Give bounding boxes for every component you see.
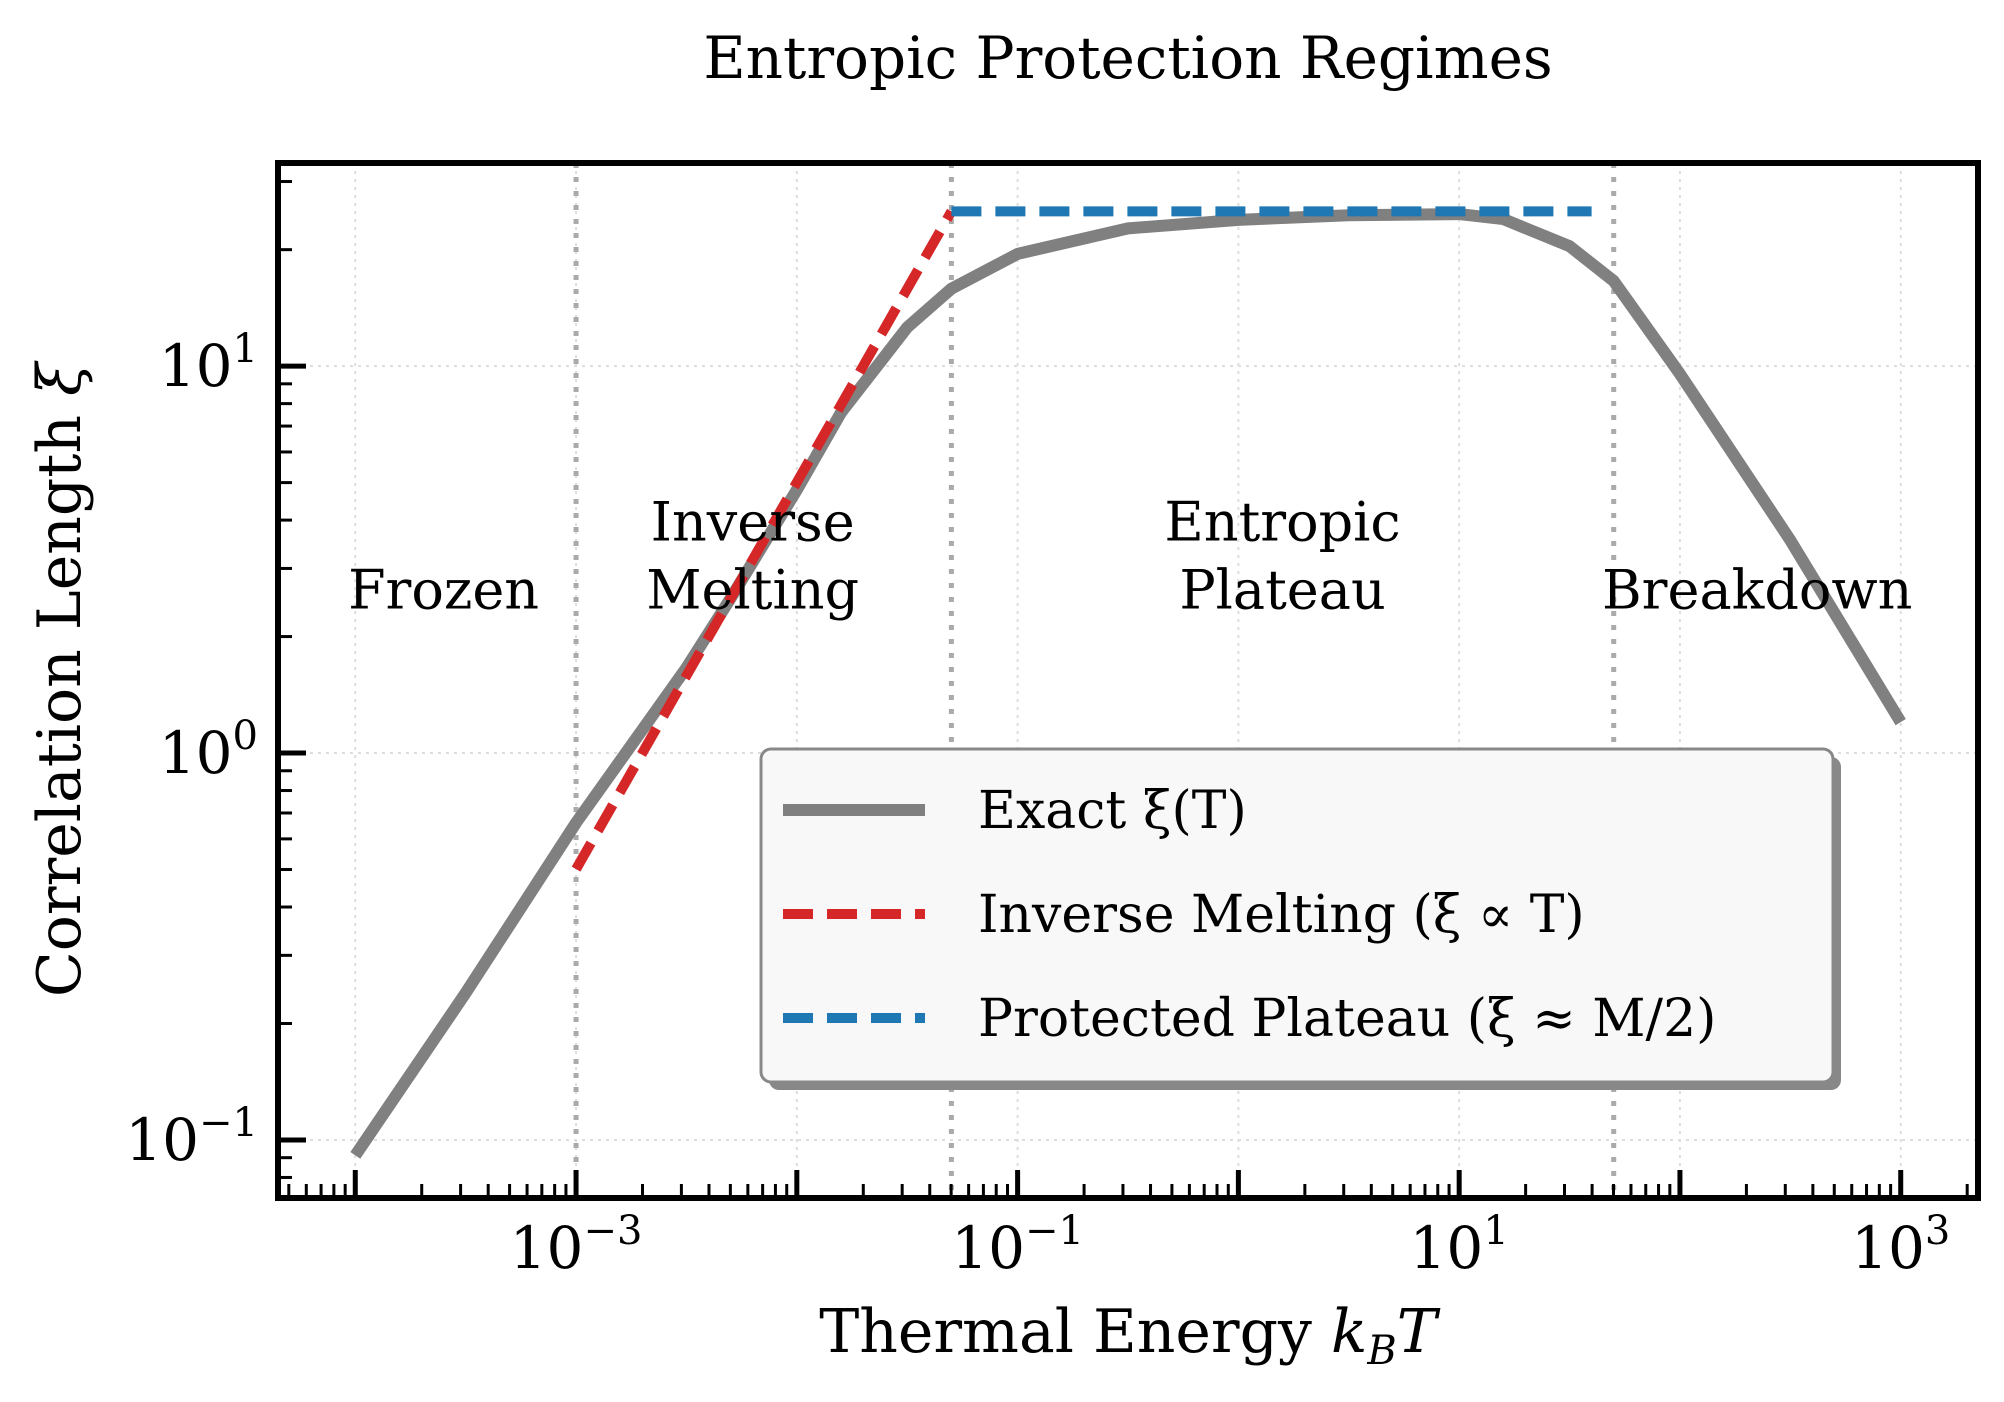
y-tick-label: 100 xyxy=(159,713,258,787)
x-axis-label: Thermal Energy kBT xyxy=(819,1297,1441,1374)
region-label-4: Breakdown xyxy=(1602,559,1912,622)
legend-box xyxy=(759,747,1835,1084)
region-label-1: Frozen xyxy=(348,559,539,622)
y-axis-label: Correlation Length ξ xyxy=(25,360,95,997)
series-line-2 xyxy=(571,208,956,872)
x-tick-label: 10−1 xyxy=(951,1208,1084,1282)
series-layer xyxy=(350,206,1906,1159)
chart-title: Entropic Protection Regimes xyxy=(703,24,1552,92)
x-tick-label: 103 xyxy=(1851,1208,1950,1282)
region-label-3: Entropic xyxy=(1164,491,1400,554)
x-tick-label: 10−3 xyxy=(510,1208,643,1282)
axis-ticks: 10−3 10−1 101 103 10−1 100 101 xyxy=(125,180,1969,1282)
legend: Exact ξ(T) Inverse Melting (ξ ∝ T) Protect… xyxy=(759,747,1841,1090)
y-tick-label: 101 xyxy=(159,326,258,400)
region-label-2: Melting xyxy=(646,559,859,622)
region-label-3: Plateau xyxy=(1179,559,1385,622)
legend-label-1: Exact ξ(T) xyxy=(978,781,1247,841)
legend-label-2: Inverse Melting (ξ ∝ T) xyxy=(978,885,1585,945)
legend-label-3: Protected Plateau (ξ ≈ M/2) xyxy=(978,989,1716,1049)
regime-boundaries xyxy=(573,163,1617,1198)
x-tick-label: 101 xyxy=(1410,1208,1509,1282)
region-label-2: Inverse xyxy=(651,491,855,554)
y-tick-label: 10−1 xyxy=(125,1100,258,1174)
plot-frame xyxy=(275,160,1981,1201)
